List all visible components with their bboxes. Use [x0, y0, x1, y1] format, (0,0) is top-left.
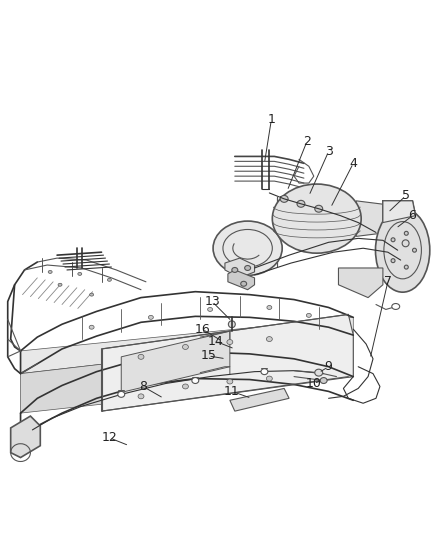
- Ellipse shape: [391, 238, 395, 242]
- Ellipse shape: [261, 369, 268, 375]
- Text: 3: 3: [325, 145, 332, 158]
- Text: 8: 8: [139, 380, 147, 393]
- Polygon shape: [383, 201, 416, 223]
- Ellipse shape: [138, 354, 144, 359]
- Ellipse shape: [404, 265, 408, 269]
- Ellipse shape: [89, 325, 94, 329]
- Ellipse shape: [306, 313, 311, 317]
- Text: 9: 9: [325, 360, 332, 373]
- Ellipse shape: [192, 377, 199, 384]
- Polygon shape: [102, 314, 353, 411]
- Polygon shape: [356, 201, 388, 237]
- Ellipse shape: [227, 379, 233, 384]
- Ellipse shape: [228, 321, 235, 328]
- Ellipse shape: [315, 369, 323, 376]
- Ellipse shape: [208, 308, 212, 311]
- Ellipse shape: [320, 377, 327, 384]
- Ellipse shape: [267, 305, 272, 310]
- Polygon shape: [228, 270, 254, 290]
- Ellipse shape: [392, 303, 400, 310]
- Polygon shape: [21, 335, 353, 413]
- Text: 15: 15: [200, 349, 216, 362]
- Text: 11: 11: [224, 385, 240, 398]
- Ellipse shape: [48, 270, 52, 273]
- Ellipse shape: [297, 200, 305, 207]
- Ellipse shape: [58, 283, 62, 286]
- Text: 12: 12: [102, 431, 117, 445]
- Text: 4: 4: [350, 157, 357, 170]
- Ellipse shape: [107, 278, 111, 281]
- Text: 2: 2: [303, 135, 311, 148]
- Text: 5: 5: [402, 189, 410, 203]
- Text: 1: 1: [267, 114, 275, 126]
- Text: 10: 10: [306, 377, 322, 390]
- Ellipse shape: [232, 268, 238, 272]
- Polygon shape: [225, 258, 254, 278]
- Ellipse shape: [183, 384, 188, 389]
- Ellipse shape: [315, 205, 323, 212]
- Text: 7: 7: [384, 276, 392, 288]
- Ellipse shape: [280, 196, 288, 203]
- Ellipse shape: [148, 316, 153, 319]
- Polygon shape: [11, 416, 40, 457]
- Text: 13: 13: [204, 295, 220, 308]
- Ellipse shape: [266, 376, 272, 381]
- Ellipse shape: [402, 240, 409, 247]
- Text: 16: 16: [194, 322, 210, 336]
- Polygon shape: [339, 268, 383, 297]
- Ellipse shape: [90, 293, 94, 296]
- Ellipse shape: [404, 231, 408, 235]
- Polygon shape: [21, 317, 353, 374]
- Ellipse shape: [413, 248, 417, 252]
- Ellipse shape: [391, 259, 395, 263]
- Ellipse shape: [272, 184, 361, 253]
- Ellipse shape: [375, 208, 430, 292]
- Ellipse shape: [227, 340, 233, 344]
- Ellipse shape: [241, 281, 247, 286]
- Ellipse shape: [266, 337, 272, 342]
- Ellipse shape: [183, 344, 188, 350]
- Text: 14: 14: [207, 335, 223, 348]
- Text: 6: 6: [409, 209, 417, 222]
- Ellipse shape: [213, 221, 282, 276]
- Ellipse shape: [118, 391, 125, 397]
- Ellipse shape: [138, 394, 144, 399]
- Ellipse shape: [245, 265, 251, 270]
- Polygon shape: [121, 331, 230, 392]
- Ellipse shape: [78, 272, 82, 276]
- Polygon shape: [230, 389, 289, 411]
